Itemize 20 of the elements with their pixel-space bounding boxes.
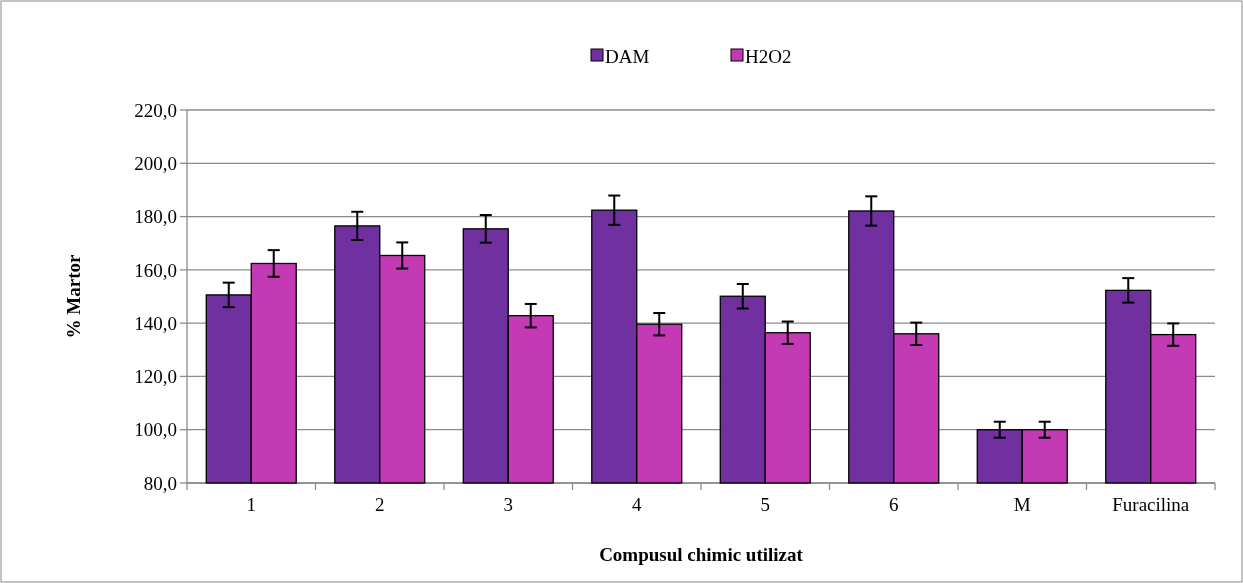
x-tick-label: 6 [889, 494, 899, 515]
y-tick-label: 220,0 [134, 99, 177, 121]
x-axis-title: Compusul chimic utilizat [599, 544, 804, 565]
y-tick-label: 140,0 [134, 312, 177, 334]
y-tick-label: 120,0 [134, 366, 177, 388]
x-tick-label: Furacilina [1112, 494, 1190, 515]
legend-label: H2O2 [745, 45, 792, 67]
y-tick-label: 180,0 [134, 206, 177, 228]
x-tick-label: 1 [246, 494, 256, 515]
x-tick-label: 4 [632, 494, 642, 515]
legend-label: DAM [605, 45, 650, 67]
y-tick-label: 100,0 [134, 419, 177, 441]
x-tick-label: 2 [375, 494, 385, 515]
y-tick-label: 200,0 [134, 152, 177, 174]
y-tick-label: 160,0 [134, 259, 177, 281]
x-tick-label: M [1013, 494, 1031, 515]
x-tick-label: 3 [503, 494, 513, 515]
y-axis-title: % Martor [63, 254, 84, 339]
y-tick-label: 80,0 [143, 472, 177, 494]
x-tick-label: 5 [760, 494, 770, 515]
